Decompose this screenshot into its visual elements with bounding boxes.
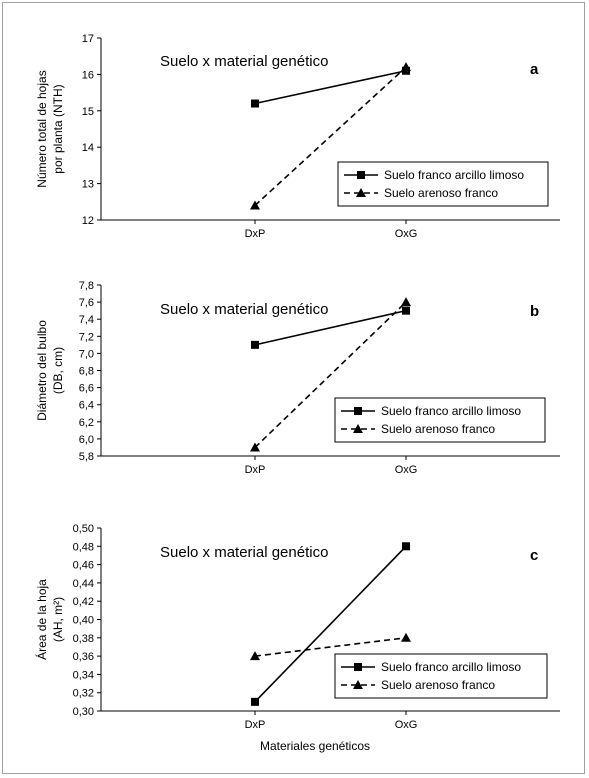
- panel-letter: b: [530, 303, 539, 320]
- y-tick-label: 6,0: [79, 434, 94, 446]
- legend-box: [334, 653, 548, 699]
- panel-letter: c: [530, 547, 538, 564]
- y-axis-label: (AH, m²): [51, 597, 65, 642]
- y-tick-label: 7,4: [79, 314, 94, 326]
- y-tick-label: 12: [82, 215, 94, 227]
- y-tick-label: 7,6: [79, 297, 94, 309]
- y-tick-label: 16: [82, 69, 94, 81]
- y-tick-label: 7,0: [79, 348, 94, 360]
- legend-box: [337, 161, 549, 207]
- y-axis-label: Área de la hoja: [34, 579, 49, 660]
- data-point: [250, 651, 260, 661]
- legend-marker: [354, 407, 362, 415]
- y-axis-label: (DB, cm): [51, 347, 65, 394]
- data-point: [401, 297, 411, 307]
- data-point: [251, 697, 259, 706]
- y-tick-label: 14: [82, 142, 94, 154]
- series-line: [254, 637, 407, 657]
- y-tick-label: 0,42: [73, 596, 94, 608]
- data-point: [250, 442, 260, 452]
- legend-marker: [354, 663, 362, 671]
- y-tick-label: 5,8: [79, 451, 94, 463]
- y-tick-label: 0,34: [73, 669, 94, 681]
- data-point: [251, 99, 259, 108]
- x-tick-label: DxP: [245, 719, 266, 731]
- data-point: [251, 340, 259, 349]
- panel-letter: a: [530, 61, 539, 78]
- legend-label: Suelo franco arcillo limoso: [381, 404, 521, 418]
- y-tick-label: 0,32: [73, 688, 94, 700]
- legend-marker: [353, 424, 363, 433]
- y-tick-label: 0,30: [73, 706, 94, 718]
- y-tick-label: 6,4: [79, 400, 94, 412]
- y-tick-label: 7,8: [79, 280, 94, 292]
- data-point: [402, 306, 410, 315]
- x-axis-title: Materiales genéticos: [260, 739, 370, 753]
- y-tick-label: 0,38: [73, 633, 94, 645]
- legend-label: Suelo franco arcillo limoso: [384, 168, 524, 182]
- panel-title: Suelo x material genético: [160, 544, 328, 561]
- y-axis-label: Diámetro del bulbo: [35, 320, 49, 421]
- y-tick-label: 17: [82, 33, 94, 45]
- y-tick-label: 6,2: [79, 417, 94, 429]
- y-axis-label: Número total de hojas: [35, 70, 49, 187]
- data-point: [402, 542, 410, 551]
- panel-title: Suelo x material genético: [160, 301, 328, 318]
- legend-label: Suelo franco arcillo limoso: [381, 660, 521, 674]
- y-tick-label: 0,40: [73, 615, 94, 627]
- y-tick-label: 6,8: [79, 366, 94, 378]
- y-tick-label: 0,46: [73, 560, 94, 572]
- y-tick-label: 0,48: [73, 541, 94, 553]
- panel-c: 0,30 0,32 0,34 0,36 0,38 0,40 0,42 0,44 0,46 0,48…: [34, 523, 560, 731]
- x-tick-label: DxP: [245, 464, 266, 476]
- y-axis-label: por planta (NTH): [51, 84, 65, 173]
- legend-marker: [357, 171, 365, 179]
- legend-label: Suelo arenoso franco: [381, 678, 495, 692]
- x-tick-label: OxG: [395, 464, 418, 476]
- legend-marker: [353, 680, 363, 689]
- series-line: [254, 301, 407, 449]
- series-line: [254, 66, 407, 207]
- series-line: [254, 69, 407, 105]
- y-tick-label: 13: [82, 179, 94, 191]
- data-point: [401, 632, 411, 642]
- y-tick-label: 0,50: [73, 523, 94, 535]
- panel-title: Suelo x material genético: [160, 53, 328, 70]
- legend-label: Suelo arenoso franco: [381, 422, 495, 436]
- legend-box: [334, 397, 546, 443]
- y-tick-label: 0,36: [73, 651, 94, 663]
- series-line: [254, 545, 407, 703]
- legend-label: Suelo arenoso franco: [384, 186, 498, 200]
- data-point: [250, 200, 260, 210]
- series-line: [254, 309, 407, 346]
- y-tick-label: 6,6: [79, 383, 94, 395]
- y-tick-label: 15: [82, 106, 94, 118]
- y-tick-label: 7,2: [79, 331, 94, 343]
- panel-a: 12 13 14 15 16 17 DxP OxG Número total de hojas p…: [35, 33, 560, 240]
- legend-marker: [356, 188, 366, 197]
- x-tick-label: OxG: [395, 719, 418, 731]
- x-tick-label: DxP: [245, 228, 266, 240]
- panel-b: 5,8 6,0 6,2 6,4 6,6 6,8 7,0 7,2 7,4 7,6 7,8 DxP OxG D…: [35, 280, 560, 476]
- x-tick-label: OxG: [395, 228, 418, 240]
- y-tick-label: 0,44: [73, 578, 94, 590]
- data-point: [401, 62, 411, 72]
